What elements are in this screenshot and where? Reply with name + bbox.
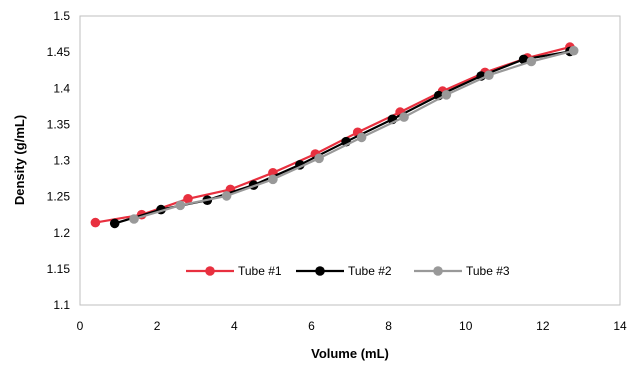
data-point	[356, 132, 367, 143]
legend-item: Tube #1	[186, 264, 282, 278]
x-tick-label: 14	[613, 319, 627, 333]
legend-label: Tube #3	[466, 264, 510, 278]
x-tick-label: 0	[77, 319, 84, 333]
legend-marker	[315, 266, 325, 276]
x-tick-labels: 0 2 4 6 8 10 12 14	[77, 319, 627, 333]
data-point	[90, 217, 101, 228]
series-3	[129, 45, 579, 224]
legend-marker	[205, 266, 215, 276]
data-point	[518, 54, 529, 65]
x-tick-label: 10	[459, 319, 473, 333]
data-point	[221, 191, 232, 201]
y-tick-label: 1.4	[53, 81, 70, 95]
legend-item: Tube #3	[414, 264, 510, 278]
y-tick-label: 1.35	[47, 117, 71, 131]
y-tick-label: 1.1	[53, 298, 70, 312]
data-point	[109, 218, 120, 229]
legend-label: Tube #2	[348, 264, 392, 278]
y-tick-label: 1.15	[47, 262, 71, 276]
x-tick-label: 2	[154, 319, 161, 333]
data-point	[314, 153, 324, 164]
data-point	[484, 70, 494, 80]
y-tick-label: 1.45	[47, 45, 71, 59]
data-point	[129, 214, 139, 224]
data-point	[526, 56, 537, 67]
y-tick-label: 1.2	[53, 226, 70, 240]
y-axis-title: Density (g/mL)	[12, 115, 27, 205]
legend-label: Tube #1	[238, 264, 282, 278]
data-point	[441, 90, 452, 100]
legend-item: Tube #2	[296, 264, 392, 278]
plot-frame	[79, 15, 621, 306]
y-tick-labels: 1.1 1.15 1.2 1.25 1.3 1.35 1.4 1.45 1.5	[47, 9, 71, 312]
y-tick-label: 1.3	[53, 154, 70, 168]
series-line	[114, 50, 571, 225]
x-tick-label: 8	[385, 319, 392, 333]
data-point	[175, 200, 186, 211]
series-layer	[90, 42, 579, 229]
data-point	[268, 174, 278, 185]
x-tick-label: 12	[536, 319, 550, 333]
data-point	[183, 194, 193, 204]
legend: Tube #1 Tube #2 Tube #3	[186, 264, 510, 278]
x-axis-title: Volume (mL)	[311, 346, 389, 361]
data-point	[399, 112, 409, 122]
legend-marker	[433, 266, 443, 276]
y-tick-label: 1.25	[47, 190, 71, 204]
data-point	[568, 45, 579, 56]
y-tick-label: 1.5	[53, 9, 70, 23]
x-tick-label: 6	[308, 319, 315, 333]
x-tick-label: 4	[231, 319, 238, 333]
series-line	[95, 46, 571, 224]
